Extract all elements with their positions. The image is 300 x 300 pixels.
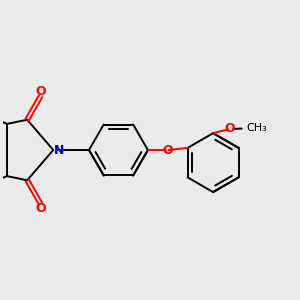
- Text: O: O: [162, 143, 172, 157]
- Text: O: O: [35, 85, 46, 98]
- Text: N: N: [53, 143, 64, 157]
- Text: O: O: [35, 202, 46, 215]
- Text: CH₃: CH₃: [246, 123, 267, 133]
- Text: O: O: [225, 122, 235, 136]
